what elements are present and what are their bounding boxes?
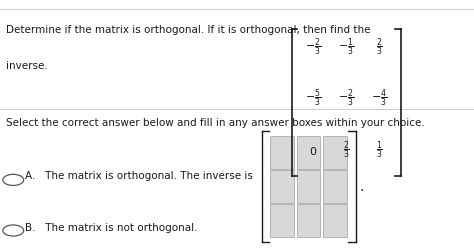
Text: Determine if the matrix is orthogonal. If it is orthogonal, then find the: Determine if the matrix is orthogonal. I… bbox=[6, 25, 370, 35]
Text: $\frac{1}{3}$: $\frac{1}{3}$ bbox=[376, 139, 383, 161]
Text: $0$: $0$ bbox=[309, 144, 317, 156]
Text: inverse.: inverse. bbox=[6, 60, 47, 71]
FancyBboxPatch shape bbox=[323, 170, 347, 203]
FancyBboxPatch shape bbox=[323, 205, 347, 237]
Text: $\frac{2}{3}$: $\frac{2}{3}$ bbox=[376, 36, 383, 57]
Text: $\frac{2}{3}$: $\frac{2}{3}$ bbox=[343, 139, 349, 161]
FancyBboxPatch shape bbox=[297, 136, 320, 169]
Text: $-\frac{1}{3}$: $-\frac{1}{3}$ bbox=[338, 36, 354, 57]
Text: A.   The matrix is orthogonal. The inverse is: A. The matrix is orthogonal. The inverse… bbox=[25, 170, 253, 180]
Text: B.   The matrix is not orthogonal.: B. The matrix is not orthogonal. bbox=[25, 222, 197, 232]
Text: $-\frac{2}{3}$: $-\frac{2}{3}$ bbox=[305, 36, 321, 57]
Text: $-\frac{2}{3}$: $-\frac{2}{3}$ bbox=[338, 88, 354, 109]
FancyBboxPatch shape bbox=[297, 205, 320, 237]
FancyBboxPatch shape bbox=[297, 170, 320, 203]
FancyBboxPatch shape bbox=[270, 170, 294, 203]
Text: .: . bbox=[359, 180, 364, 194]
Text: $-\frac{5}{3}$: $-\frac{5}{3}$ bbox=[305, 88, 321, 109]
FancyBboxPatch shape bbox=[323, 136, 347, 169]
FancyBboxPatch shape bbox=[270, 136, 294, 169]
Text: Select the correct answer below and fill in any answer boxes within your choice.: Select the correct answer below and fill… bbox=[6, 117, 424, 127]
FancyBboxPatch shape bbox=[270, 205, 294, 237]
Text: $-\frac{4}{3}$: $-\frac{4}{3}$ bbox=[371, 88, 387, 109]
